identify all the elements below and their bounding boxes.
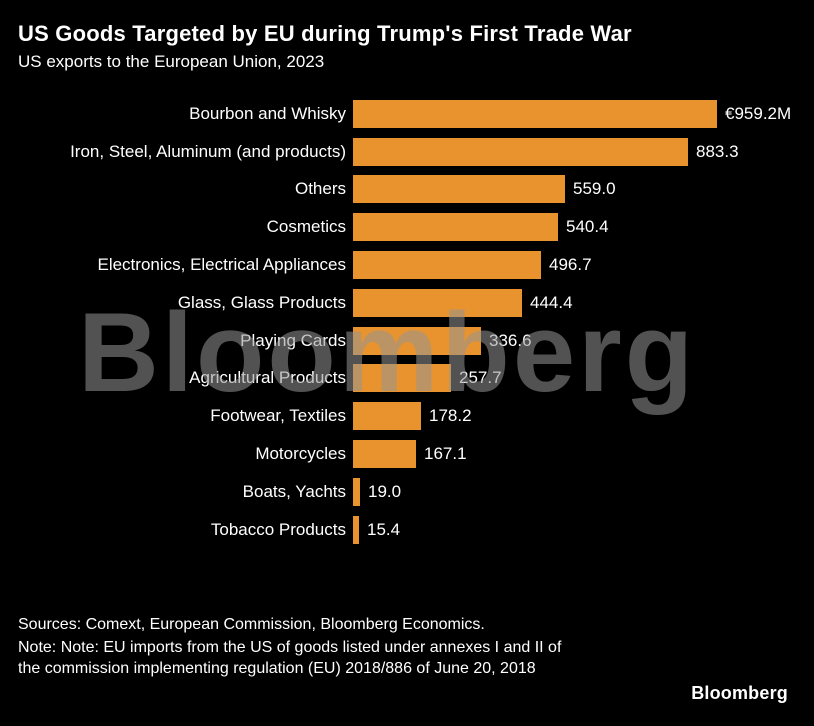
bar-area: 883.3: [353, 137, 739, 166]
category-label: Playing Cards: [240, 330, 346, 350]
bar: [353, 213, 558, 242]
value-label: 559.0: [573, 179, 616, 199]
value-label: 336.6: [489, 330, 532, 350]
category-label: Agricultural Products: [189, 368, 346, 388]
bar-chart: Bourbon and Whisky €959.2M Iron, Steel, Al…: [0, 95, 814, 549]
category-label: Tobacco Products: [210, 519, 346, 539]
bar: [353, 326, 481, 355]
category-label: Glass, Glass Products: [177, 292, 346, 312]
chart-row: Agricultural Products 257.7: [18, 360, 814, 398]
value-label: €959.2M: [725, 103, 792, 123]
bar-area: 167.1: [353, 440, 467, 469]
bar-area: 257.7: [353, 364, 502, 393]
chart-row: Cosmetics 540.4: [18, 208, 814, 246]
category-label: Electronics, Electrical Appliances: [97, 255, 346, 275]
header: US Goods Targeted by EU during Trump's F…: [0, 0, 814, 73]
bar: [353, 99, 717, 128]
value-label: 19.0: [368, 481, 402, 501]
bar-area: 15.4: [353, 515, 401, 544]
value-label: 883.3: [696, 141, 739, 161]
bar-area: €959.2M: [353, 99, 792, 128]
chart-row: Playing Cards 336.6: [18, 322, 814, 360]
bar: [353, 477, 360, 506]
category-label: Bourbon and Whisky: [189, 103, 346, 123]
bar: [353, 364, 451, 393]
chart-title: US Goods Targeted by EU during Trump's F…: [18, 21, 632, 46]
chart-row: Bourbon and Whisky €959.2M: [18, 95, 814, 133]
value-label: 444.4: [530, 292, 573, 312]
bar: [353, 251, 541, 280]
bar: [353, 288, 522, 317]
bar: [353, 440, 416, 469]
bar: [353, 402, 421, 431]
bar: [353, 175, 565, 204]
chart-row: Glass, Glass Products 444.4: [18, 284, 814, 322]
chart-row: Others 559.0: [18, 171, 814, 209]
category-label: Cosmetics: [266, 217, 346, 237]
category-label: Boats, Yachts: [242, 481, 346, 501]
footer: Sources: Comext, European Commission, Bl…: [18, 614, 578, 679]
value-label: 496.7: [549, 255, 592, 275]
chart-row: Electronics, Electrical Appliances 496.7: [18, 246, 814, 284]
category-label: Motorcycles: [255, 444, 346, 464]
category-label: Footwear, Textiles: [210, 406, 346, 426]
value-label: 167.1: [424, 444, 467, 464]
chart-subtitle: US exports to the European Union, 2023: [18, 52, 325, 71]
bar-area: 19.0: [353, 477, 402, 506]
bar: [353, 515, 359, 544]
chart-row: Motorcycles 167.1: [18, 435, 814, 473]
bar: [353, 137, 688, 166]
category-label: Iron, Steel, Aluminum (and products): [70, 141, 346, 161]
sources-text: Sources: Comext, European Commission, Bl…: [18, 616, 485, 633]
value-label: 540.4: [566, 217, 609, 237]
note-text: Note: Note: EU imports from the US of go…: [18, 639, 562, 677]
category-label: Others: [294, 179, 346, 199]
bar-area: 559.0: [353, 175, 616, 204]
bar-area: 444.4: [353, 288, 573, 317]
value-label: 178.2: [429, 406, 472, 426]
chart-row: Footwear, Textiles 178.2: [18, 397, 814, 435]
bar-area: 496.7: [353, 251, 592, 280]
bar-area: 540.4: [353, 213, 609, 242]
chart-row: Boats, Yachts 19.0: [18, 473, 814, 511]
value-label: 15.4: [367, 519, 401, 539]
bar-area: 336.6: [353, 326, 532, 355]
chart-row: Tobacco Products 15.4: [18, 511, 814, 549]
chart-row: Iron, Steel, Aluminum (and products) 883.…: [18, 133, 814, 171]
value-label: 257.7: [459, 368, 502, 388]
bar-area: 178.2: [353, 402, 472, 431]
bloomberg-logo: Bloomberg: [691, 683, 788, 703]
